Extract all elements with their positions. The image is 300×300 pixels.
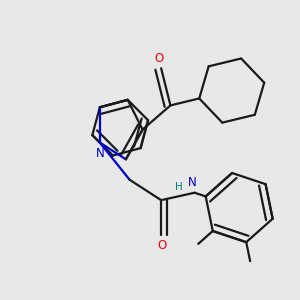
- Text: H: H: [175, 182, 183, 192]
- Text: N: N: [188, 176, 197, 189]
- Text: N: N: [95, 147, 104, 160]
- Text: O: O: [155, 52, 164, 65]
- Text: O: O: [158, 239, 167, 252]
